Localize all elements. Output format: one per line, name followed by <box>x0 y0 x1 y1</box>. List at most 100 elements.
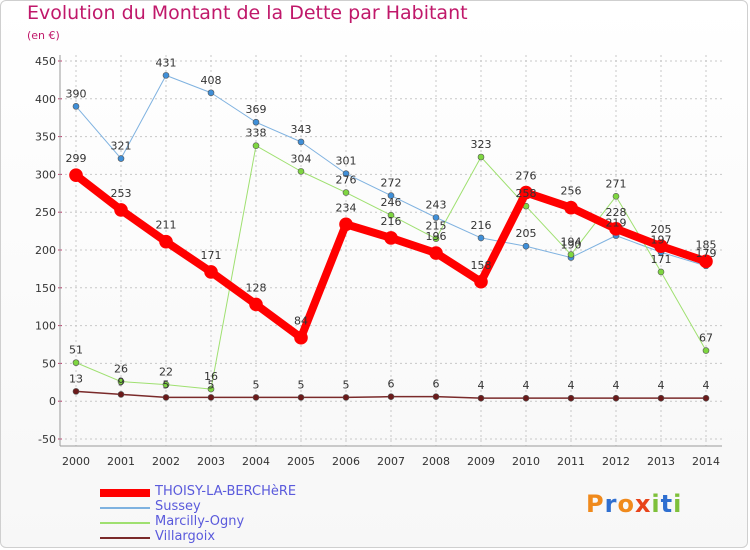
data-label-sussey: 205 <box>516 227 537 240</box>
data-label-sussey: 321 <box>111 140 132 153</box>
data-point-villargoix <box>657 394 665 402</box>
y-tick-label: 150 <box>35 282 56 295</box>
chart-title: Evolution du Montant de la Dette par Hab… <box>27 2 468 24</box>
data-point-villargoix <box>252 394 260 401</box>
data-point-marcilly-ogny <box>612 193 620 200</box>
data-point-sussey <box>522 242 530 250</box>
data-label-villargoix: 4 <box>658 379 665 392</box>
data-label-marcilly-ogny: 276 <box>336 174 357 187</box>
data-label-sussey: 408 <box>201 74 222 87</box>
data-point-marcilly-ogny <box>252 142 260 149</box>
data-label-thoisy-la-berch-re: 211 <box>156 219 177 232</box>
data-point-villargoix <box>387 393 395 400</box>
y-tick-label: 450 <box>35 55 56 68</box>
data-label-thoisy-la-berch-re: 158 <box>471 259 492 272</box>
data-point-sussey <box>342 170 350 177</box>
x-tick-label: 2010 <box>512 455 540 468</box>
data-point-marcilly-ogny <box>207 385 215 393</box>
chart-subtitle: (en €) <box>27 29 60 42</box>
data-point-marcilly-ogny <box>342 189 350 196</box>
data-label-marcilly-ogny: 271 <box>606 177 627 190</box>
data-point-thoisy-la-berch-re <box>654 239 668 254</box>
data-label-sussey: 301 <box>336 155 357 168</box>
logo-letter: i <box>673 490 683 518</box>
data-point-thoisy-la-berch-re <box>519 185 533 200</box>
data-label-marcilly-ogny: 215 <box>426 220 447 233</box>
data-label-thoisy-la-berch-re: 299 <box>66 152 87 165</box>
data-label-thoisy-la-berch-re: 234 <box>336 201 357 214</box>
data-label-villargoix: 4 <box>568 379 575 392</box>
data-point-sussey <box>162 72 170 79</box>
data-label-marcilly-ogny: 26 <box>114 363 128 376</box>
data-point-sussey <box>477 234 485 242</box>
data-point-thoisy-la-berch-re <box>699 254 713 269</box>
data-point-marcilly-ogny <box>477 153 485 161</box>
data-label-villargoix: 13 <box>69 372 83 385</box>
x-tick-label: 2003 <box>197 455 225 468</box>
y-tick-label: 0 <box>49 395 56 408</box>
data-point-thoisy-la-berch-re <box>204 265 218 279</box>
data-point-villargoix <box>207 394 215 401</box>
data-label-sussey: 272 <box>381 177 402 190</box>
legend-label-thoisy: THOISY-LA-BERCHèRE <box>155 484 297 499</box>
x-tick-label: 2008 <box>422 455 450 468</box>
y-tick-label: 100 <box>35 320 56 333</box>
data-point-sussey <box>72 103 80 110</box>
y-tick-label: 250 <box>35 206 56 219</box>
data-label-marcilly-ogny: 16 <box>204 370 218 383</box>
logo-letter: r <box>604 490 618 518</box>
x-tick-label: 2004 <box>242 455 270 468</box>
data-point-marcilly-ogny <box>72 359 80 366</box>
data-point-thoisy-la-berch-re <box>429 246 443 260</box>
data-label-villargoix: 4 <box>478 379 485 392</box>
data-point-thoisy-la-berch-re <box>249 297 263 312</box>
data-point-villargoix <box>162 394 170 401</box>
x-tick-label: 2013 <box>647 455 675 468</box>
legend-label-villargoix: Villargoix <box>155 529 216 544</box>
data-label-sussey: 219 <box>606 217 627 230</box>
legend-swatch-villargoix <box>100 537 150 539</box>
data-label-villargoix: 5 <box>208 378 215 391</box>
data-point-sussey <box>432 214 440 221</box>
data-point-marcilly-ogny <box>567 251 575 258</box>
data-point-sussey <box>297 138 305 146</box>
data-point-villargoix <box>477 394 485 402</box>
data-point-marcilly-ogny <box>117 378 125 385</box>
data-label-thoisy-la-berch-re: 216 <box>381 215 402 228</box>
data-label-marcilly-ogny: 258 <box>516 187 537 200</box>
data-label-marcilly-ogny: 171 <box>651 253 672 266</box>
data-point-villargoix <box>117 391 125 398</box>
data-point-villargoix <box>612 394 620 402</box>
data-label-villargoix: 4 <box>703 379 710 392</box>
data-label-thoisy-la-berch-re: 276 <box>516 170 537 183</box>
x-tick-label: 2001 <box>107 455 135 468</box>
data-point-thoisy-la-berch-re <box>384 231 398 245</box>
data-point-marcilly-ogny <box>387 211 395 219</box>
data-point-villargoix <box>432 393 440 400</box>
y-tick-label: 300 <box>35 168 56 181</box>
data-label-thoisy-la-berch-re: 171 <box>201 249 222 262</box>
data-label-villargoix: 5 <box>163 378 170 391</box>
x-tick-label: 2014 <box>692 455 720 468</box>
data-label-marcilly-ogny: 246 <box>381 196 402 209</box>
data-label-villargoix: 5 <box>253 378 260 391</box>
data-label-sussey: 369 <box>246 103 267 116</box>
data-label-villargoix: 5 <box>298 378 305 391</box>
data-label-villargoix: 9 <box>118 375 125 388</box>
data-point-villargoix <box>72 388 80 395</box>
data-label-sussey: 431 <box>156 56 177 69</box>
data-point-thoisy-la-berch-re <box>294 330 308 345</box>
data-label-villargoix: 4 <box>523 379 530 392</box>
y-tick-label: 50 <box>42 357 56 370</box>
logo-letter: i <box>651 490 661 518</box>
data-label-villargoix: 5 <box>343 378 350 391</box>
y-tick-label: -50 <box>38 433 56 446</box>
data-label-thoisy-la-berch-re: 256 <box>561 185 582 198</box>
data-point-marcilly-ogny <box>432 235 440 242</box>
data-label-thoisy-la-berch-re: 228 <box>606 206 627 219</box>
legend-swatch-thoisy <box>100 489 150 497</box>
x-tick-label: 2011 <box>557 455 585 468</box>
data-point-thoisy-la-berch-re <box>474 274 488 289</box>
